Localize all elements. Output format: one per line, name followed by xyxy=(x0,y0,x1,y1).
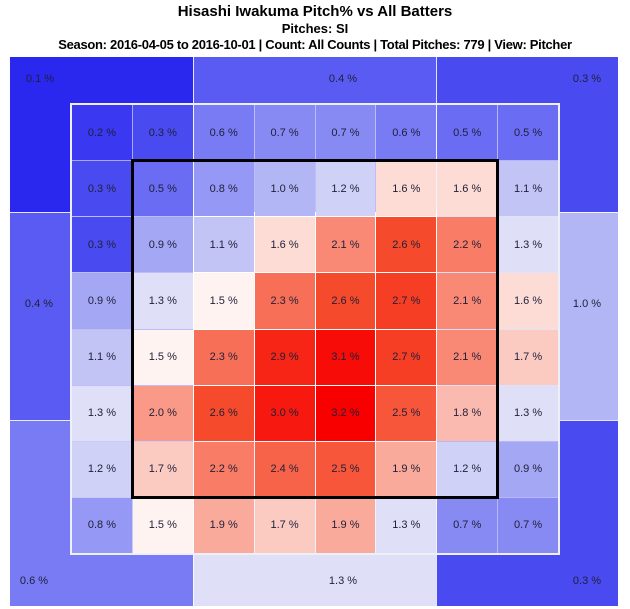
heatmap-cell: 2.3 % xyxy=(254,273,315,329)
heatmap-cell: 1.6 % xyxy=(254,217,315,273)
strike-zone-outline xyxy=(131,159,499,499)
heatmap-cell: 0.7 % xyxy=(254,105,315,161)
heatmap-cell: 1.6 % xyxy=(437,161,498,217)
heatmap-cell: 0.5 % xyxy=(132,161,193,217)
heatmap-cell: 2.6 % xyxy=(376,217,437,273)
heatmap-cell: 0.9 % xyxy=(72,273,132,329)
heatmap-cell: 1.6 % xyxy=(498,273,558,329)
heatmap-cell: 2.7 % xyxy=(376,329,437,385)
heatmap-cell: 1.3 % xyxy=(132,273,193,329)
heatmap-cell: 0.7 % xyxy=(437,497,498,553)
heatmap-cell: 2.5 % xyxy=(376,385,437,441)
heatmap-cell: 2.2 % xyxy=(437,217,498,273)
heatmap-cell: 1.3 % xyxy=(498,385,558,441)
outer-zone-label-top-center: 0.4 % xyxy=(328,73,358,85)
outer-zone-label-bottom-left: 0.6 % xyxy=(19,575,49,587)
heatmap-cell: 1.3 % xyxy=(498,217,558,273)
outer-zone-label-bottom-center: 1.3 % xyxy=(328,575,358,587)
heatmap-cell: 0.6 % xyxy=(376,105,437,161)
heatmap-cell: 0.2 % xyxy=(72,105,132,161)
pitch-location-heatmap: 0.2 % 0.3 % 0.6 % 0.7 % 0.7 % 0.6 % 0.5 % 0.5 %… xyxy=(10,57,618,606)
heatmap-cell: 2.1 % xyxy=(437,329,498,385)
heatmap-cell: 3.1 % xyxy=(315,329,376,385)
heatmap-cell: 1.2 % xyxy=(437,441,498,497)
heatmap-cell: 1.0 % xyxy=(254,161,315,217)
heatmap-cell: 0.5 % xyxy=(437,105,498,161)
heatmap-cell: 0.7 % xyxy=(498,497,558,553)
heatmap-cell: 1.1 % xyxy=(498,161,558,217)
outer-zone-label-middle-left: 0.4 % xyxy=(24,298,54,310)
heatmap-cell: 1.3 % xyxy=(376,497,437,553)
heatmap-cell: 1.9 % xyxy=(315,497,376,553)
heatmap-cell: 2.1 % xyxy=(315,217,376,273)
heatmap-cell: 1.9 % xyxy=(376,441,437,497)
heatmap-cell: 3.0 % xyxy=(254,385,315,441)
inner-heatmap-grid: 0.2 % 0.3 % 0.6 % 0.7 % 0.7 % 0.6 % 0.5 % 0.5 %… xyxy=(70,103,560,555)
heatmap-cell: 2.6 % xyxy=(315,273,376,329)
heatmap-cell: 2.4 % xyxy=(254,441,315,497)
chart-header: Hisashi Iwakuma Pitch% vs All Batters Pi… xyxy=(0,0,630,53)
heatmap-cell: 1.2 % xyxy=(315,161,376,217)
heatmap-cell: 2.3 % xyxy=(193,329,254,385)
heatmap-cell: 1.1 % xyxy=(72,329,132,385)
heatmap-cell: 1.5 % xyxy=(132,329,193,385)
outer-zone-label-top-right: 0.3 % xyxy=(572,73,602,85)
heatmap-cell: 1.7 % xyxy=(132,441,193,497)
heatmap-cell: 1.9 % xyxy=(193,497,254,553)
heatmap-cell: 1.7 % xyxy=(498,329,558,385)
heatmap-cell: 1.3 % xyxy=(72,385,132,441)
heatmap-cell: 0.9 % xyxy=(132,217,193,273)
heatmap-cell: 1.7 % xyxy=(254,497,315,553)
heatmap-cell: 1.5 % xyxy=(132,497,193,553)
heatmap-cell: 0.8 % xyxy=(193,161,254,217)
heatmap-cell: 1.5 % xyxy=(193,273,254,329)
outer-zone-label-bottom-right: 0.3 % xyxy=(572,575,602,587)
heatmap-cell: 1.1 % xyxy=(193,217,254,273)
chart-subtitle: Pitches: SI xyxy=(281,21,349,36)
heatmap-cell: 0.9 % xyxy=(498,441,558,497)
heatmap-cell: 1.8 % xyxy=(437,385,498,441)
heatmap-cell: 0.7 % xyxy=(315,105,376,161)
heatmap-cell: 2.1 % xyxy=(437,273,498,329)
outer-zone-label-middle-right: 1.0 % xyxy=(572,298,602,310)
outer-zone-label-top-left: 0.1 % xyxy=(25,73,55,85)
heatmap-cell: 2.0 % xyxy=(132,385,193,441)
heatmap-cell: 1.6 % xyxy=(376,161,437,217)
heatmap-cell: 0.3 % xyxy=(132,105,193,161)
heatmap-cell: 0.5 % xyxy=(498,105,558,161)
chart-meta-line: Season: 2016-04-05 to 2016-10-01 | Count… xyxy=(58,37,572,52)
heatmap-cell: 0.6 % xyxy=(193,105,254,161)
heatmap-cell: 2.6 % xyxy=(193,385,254,441)
heatmap-cell: 2.5 % xyxy=(315,441,376,497)
heatmap-cell: 0.3 % xyxy=(72,217,132,273)
heatmap-cell: 2.9 % xyxy=(254,329,315,385)
heatmap-cell: 2.2 % xyxy=(193,441,254,497)
heatmap-cell: 0.3 % xyxy=(72,161,132,217)
chart-title: Hisashi Iwakuma Pitch% vs All Batters xyxy=(177,3,453,20)
heatmap-cell: 2.7 % xyxy=(376,273,437,329)
heatmap-cell: 3.2 % xyxy=(315,385,376,441)
heatmap-cell: 1.2 % xyxy=(72,441,132,497)
heatmap-cell: 0.8 % xyxy=(72,497,132,553)
